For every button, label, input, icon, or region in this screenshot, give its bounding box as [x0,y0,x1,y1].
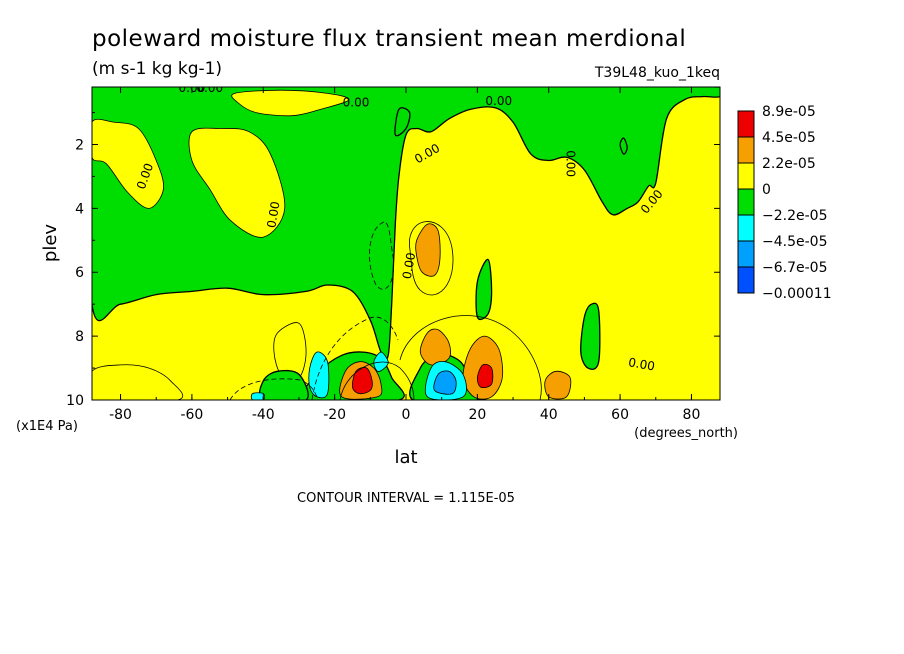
dashed-contour [311,316,399,400]
dashed-contour [229,378,319,400]
negative-contour-lines [229,221,399,400]
contour-region-level-2-2e-05 [250,392,266,400]
contour-label: 0.00 [564,150,578,177]
x-tick-label: -80 [109,407,132,423]
colorbar-swatch [737,136,755,164]
contour-label: 0.00 [343,95,370,109]
y-axis-label: plev [40,224,61,263]
colorbar-label: 0 [762,182,771,198]
y-tick-label: 4 [75,201,84,217]
x-axis-ticks: -80 -60 -40 -20 0 20 40 60 80 [109,87,700,423]
x-tick-label: -20 [323,407,346,423]
contour-region-negative [619,137,628,155]
colorbar-label: 8.9e-05 [762,104,816,120]
y-tick-label: 6 [75,265,84,281]
units-label: (m s-1 kg kg-1) [92,59,222,79]
contour-label: 0.00 [196,81,223,95]
colorbar-swatch [737,214,755,242]
contour-region-level-2-2e-05 [415,223,441,277]
x-tick-label: 40 [540,407,558,423]
colorbar-swatch [737,110,755,138]
chart-title: poleward moisture flux transient mean me… [92,26,686,52]
plot-area: 0.000.00 0.000.000.000.000.000.000.000.00… [92,81,720,400]
x-units-label: (degrees_north) [634,426,738,441]
colorbar-label: −4.5e-05 [762,234,827,250]
y-tick-label: 10 [66,393,84,409]
colorbar-swatch [737,266,755,294]
y-units-label: (x1E4 Pa) [16,419,78,434]
positive-contour-lines [339,221,542,400]
contour-label: 0.00 [627,355,656,373]
contour-region-level-4-5e-05 [433,370,457,395]
contour-region-positive [188,127,286,238]
x-tick-label: 60 [611,407,629,423]
contour-interval-label: CONTOUR INTERVAL = 1.115E-05 [297,491,515,506]
contour-region-level-4-5e-05 [351,367,373,395]
colorbar-swatch [737,162,755,190]
contour-label: 0.00 [264,200,282,229]
colorbar-label: −2.2e-05 [762,208,827,224]
colorbar-label: 4.5e-05 [762,130,816,146]
contour-region-negative [475,258,493,321]
colorbar-label: −6.7e-05 [762,260,827,276]
contour-region-positive [92,364,184,400]
contour-region-negative [394,107,411,137]
x-axis-label: lat [394,447,417,468]
contour-region-positive [92,118,165,209]
x-tick-label: 0 [402,407,411,423]
colorbar: 8.9e-05 4.5e-05 2.2e-05 0 −2.2e-05 −4.5e-05 −6… [737,104,832,302]
y-tick-label: 2 [75,137,84,153]
solid-contour [399,315,542,400]
y-axis-ticks: 2 4 6 8 10 [66,112,720,409]
contour-region-level-2-2e-05 [419,328,451,366]
dashed-contour [369,221,394,290]
y-tick-label: 8 [75,329,84,345]
contour-region-level-2-2e-05 [544,370,572,400]
colorbar-swatch [737,240,755,268]
x-tick-label: -60 [180,407,203,423]
solid-contour [339,361,415,400]
x-tick-label: 80 [683,407,701,423]
contour-label: 0.00 [485,94,512,108]
colorbar-label: 2.2e-05 [762,156,816,172]
contour-regions [92,87,720,400]
contour-region-level-2-2e-05 [308,351,330,399]
colorbar-label: −0.00011 [762,286,832,302]
contour-region-negative [580,302,601,370]
contour-region-positive [231,89,350,117]
solid-contour [409,221,454,296]
x-tick-label: -40 [252,407,275,423]
colorbar-swatch [737,188,755,216]
experiment-label: T39L48_kuo_1keq [594,65,720,81]
x-tick-label: 20 [468,407,486,423]
contour-label: 0.00 [400,251,418,280]
contour-region-level-4-5e-05 [476,363,494,389]
